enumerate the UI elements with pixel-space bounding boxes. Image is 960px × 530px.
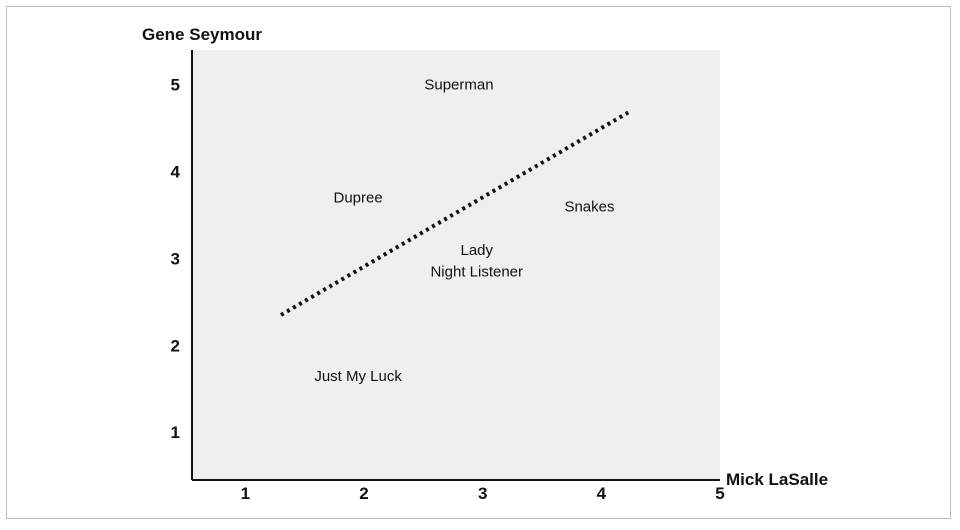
movie-label: Dupree bbox=[334, 190, 383, 207]
movie-label: Just My Luck bbox=[314, 368, 402, 385]
movie-label: Night Listener bbox=[430, 264, 523, 281]
x-tick-labels: 1 2 3 4 5 bbox=[241, 484, 725, 503]
y-axis-label: Gene Seymour bbox=[142, 25, 262, 44]
y-tick-label: 1 bbox=[171, 423, 180, 442]
x-axis-label: Mick LaSalle bbox=[726, 470, 828, 489]
plot-area bbox=[192, 50, 720, 480]
movie-label: Snakes bbox=[564, 198, 614, 215]
trend-line bbox=[279, 109, 633, 317]
x-tick-label: 5 bbox=[715, 484, 724, 503]
movie-label: Superman bbox=[424, 77, 493, 94]
y-tick-label: 4 bbox=[171, 163, 181, 182]
x-tick-label: 4 bbox=[597, 484, 607, 503]
x-tick-label: 2 bbox=[359, 484, 368, 503]
y-tick-labels: 1 2 3 4 5 bbox=[171, 76, 181, 442]
movie-label: Lady bbox=[460, 242, 493, 259]
x-tick-label: 3 bbox=[478, 484, 487, 503]
x-tick-label: 1 bbox=[241, 484, 250, 503]
y-tick-label: 3 bbox=[171, 249, 180, 268]
data-labels: Superman Dupree Snakes Lady Night Listener Ju… bbox=[314, 77, 614, 385]
y-tick-label: 2 bbox=[171, 336, 180, 355]
y-tick-label: 5 bbox=[171, 76, 180, 95]
